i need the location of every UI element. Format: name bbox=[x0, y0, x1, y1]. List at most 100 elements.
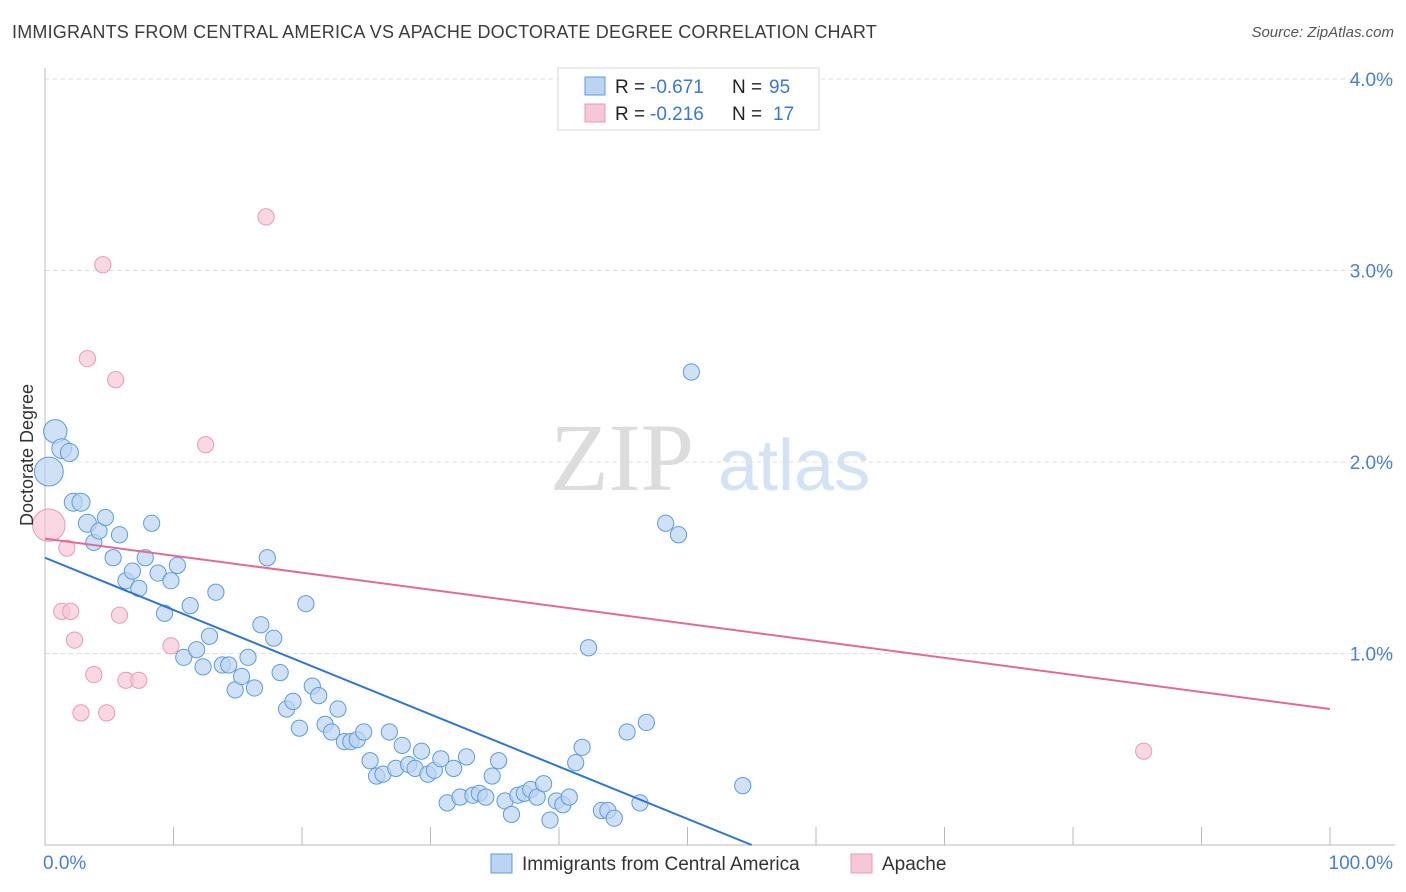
central-america-point-49 bbox=[355, 723, 373, 741]
central-america-point-11 bbox=[110, 526, 129, 544]
central-america-point-9 bbox=[96, 508, 114, 527]
watermark-atlas: atlas bbox=[718, 426, 870, 506]
central-america-point-19 bbox=[162, 572, 180, 590]
central-america-point-22 bbox=[181, 597, 199, 615]
apache-point-15 bbox=[197, 436, 215, 454]
central-america-point-17 bbox=[149, 564, 167, 582]
bottom-legend-swatch-pink bbox=[850, 853, 873, 874]
legend-n-label-1: N = bbox=[732, 77, 762, 98]
central-america-point-30 bbox=[233, 667, 251, 686]
central-america-point-55 bbox=[393, 736, 411, 755]
central-america-point-92 bbox=[669, 526, 688, 544]
apache-point-9 bbox=[98, 704, 116, 722]
apache-point-0 bbox=[32, 508, 66, 542]
central-america-point-15 bbox=[136, 549, 154, 567]
apache-point-17 bbox=[1135, 742, 1153, 760]
central-america-point-69 bbox=[483, 767, 501, 785]
apache-point-16 bbox=[257, 208, 275, 226]
apache-point-8 bbox=[94, 256, 112, 274]
central-america-point-65 bbox=[457, 748, 476, 766]
apache-point-13 bbox=[130, 671, 148, 689]
apache-point-10 bbox=[107, 371, 125, 389]
central-america-point-35 bbox=[265, 629, 283, 647]
central-america-point-50 bbox=[361, 752, 379, 770]
x-tick-label-0: 0.0% bbox=[43, 853, 86, 874]
central-america-point-94 bbox=[734, 777, 752, 795]
legend-r-value-2: -0.216 bbox=[650, 104, 704, 125]
central-america-point-34 bbox=[258, 549, 276, 567]
bottom-legend-series1: Immigrants from Central America bbox=[522, 854, 800, 875]
central-america-point-77 bbox=[534, 775, 553, 793]
central-america-point-70 bbox=[490, 752, 508, 770]
central-america-trend-line bbox=[44, 556, 753, 846]
central-america-point-81 bbox=[560, 788, 578, 806]
chart-title: IMMIGRANTS FROM CENTRAL AMERICA VS APACH… bbox=[12, 22, 877, 42]
central-america-point-90 bbox=[637, 713, 655, 732]
series-central-america-points bbox=[33, 363, 752, 829]
series-apache-points bbox=[32, 208, 1153, 760]
central-america-point-33 bbox=[252, 616, 270, 634]
legend: R = -0.671 N = 95 R = -0.216 N = 17 bbox=[557, 67, 820, 131]
central-america-point-31 bbox=[239, 648, 257, 666]
legend-r-label-2: R = bbox=[615, 104, 645, 125]
central-america-point-39 bbox=[290, 719, 309, 737]
central-america-point-88 bbox=[618, 723, 636, 741]
central-america-point-5 bbox=[71, 492, 91, 512]
apache-point-3 bbox=[62, 602, 80, 620]
y-tick-label-0: 1.0% bbox=[1350, 645, 1393, 666]
y-tick-label-3: 4.0% bbox=[1350, 70, 1393, 91]
central-america-point-24 bbox=[194, 658, 212, 676]
central-america-point-83 bbox=[573, 738, 591, 756]
trend-lines bbox=[44, 537, 1331, 846]
apache-point-7 bbox=[85, 665, 103, 684]
source-label: Source: ZipAtlas.com bbox=[1251, 24, 1394, 41]
grid-lines bbox=[45, 78, 1395, 654]
apache-point-5 bbox=[72, 704, 90, 722]
central-america-point-23 bbox=[188, 641, 206, 659]
legend-r-value-1: -0.671 bbox=[650, 77, 704, 98]
central-america-point-68 bbox=[477, 788, 495, 806]
central-america-point-72 bbox=[502, 805, 521, 823]
bottom-legend: Immigrants from Central America Apache bbox=[490, 853, 946, 875]
central-america-point-87 bbox=[605, 809, 623, 827]
y-tick-label-1: 2.0% bbox=[1350, 453, 1393, 474]
central-america-point-58 bbox=[412, 742, 431, 760]
apache-point-6 bbox=[78, 349, 97, 368]
central-america-point-78 bbox=[541, 811, 559, 829]
central-america-point-20 bbox=[168, 556, 186, 575]
central-america-point-13 bbox=[123, 562, 141, 580]
bottom-legend-swatch-blue bbox=[490, 853, 513, 874]
central-america-point-25 bbox=[200, 627, 219, 645]
central-america-point-26 bbox=[207, 583, 225, 601]
central-america-point-45 bbox=[329, 700, 347, 718]
legend-n-label-2: N = bbox=[732, 104, 762, 125]
central-america-point-44 bbox=[322, 723, 341, 741]
central-america-point-36 bbox=[271, 664, 289, 682]
central-america-point-61 bbox=[432, 750, 450, 768]
central-america-point-42 bbox=[310, 687, 328, 705]
bottom-legend-series2: Apache bbox=[882, 854, 946, 875]
y-axis-title: Doctorate Degree bbox=[17, 384, 37, 526]
central-america-point-40 bbox=[297, 595, 315, 613]
apache-trend-line bbox=[44, 537, 1331, 711]
apache-point-4 bbox=[65, 631, 84, 649]
central-america-point-84 bbox=[579, 639, 598, 657]
central-america-point-63 bbox=[445, 759, 463, 778]
apache-point-11 bbox=[110, 606, 129, 624]
central-america-point-38 bbox=[284, 692, 302, 710]
axes bbox=[44, 68, 1395, 846]
central-america-point-91 bbox=[657, 514, 675, 532]
watermark-zip: ZIP bbox=[550, 404, 694, 511]
central-america-point-18 bbox=[155, 604, 174, 622]
central-america-point-0 bbox=[33, 456, 64, 487]
central-america-point-16 bbox=[143, 514, 161, 532]
central-america-point-21 bbox=[175, 648, 193, 666]
tick-labels: 1.0% 2.0% 3.0% 4.0% 0.0% 100.0% bbox=[43, 70, 1393, 874]
y-tick-label-2: 3.0% bbox=[1350, 262, 1393, 283]
central-america-point-10 bbox=[104, 549, 122, 567]
legend-n-value-2: 17 bbox=[773, 104, 794, 125]
central-america-point-28 bbox=[220, 656, 238, 674]
central-america-point-3 bbox=[59, 442, 79, 462]
central-america-point-93 bbox=[682, 363, 700, 381]
